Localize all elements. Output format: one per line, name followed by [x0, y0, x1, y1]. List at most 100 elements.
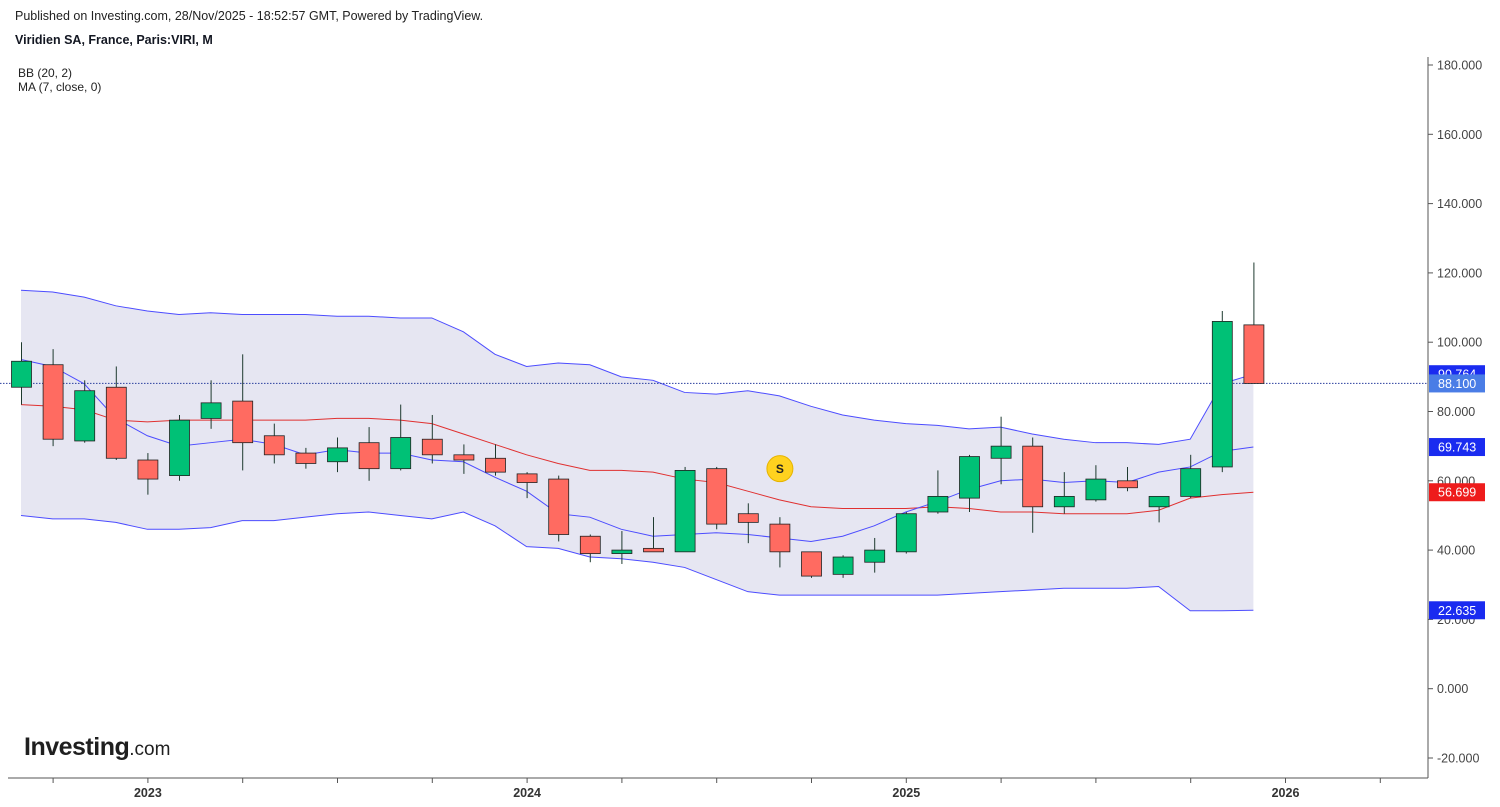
logo-text: Investing [24, 733, 130, 761]
candle[interactable] [1085, 465, 1107, 502]
price-label: 88.100 [1429, 374, 1485, 393]
bb-middle-line [20, 404, 1254, 515]
candle[interactable] [485, 444, 506, 476]
candle[interactable] [105, 366, 127, 461]
y-tick-label: 180.000 [1437, 59, 1482, 73]
candle-body-up [327, 447, 348, 463]
candle-body-up [895, 513, 917, 553]
candlesticks[interactable] [11, 262, 1265, 578]
y-tick-label: 40.000 [1437, 544, 1475, 558]
price-label: 22.635 [1429, 601, 1485, 620]
y-tick-label: 0.000 [1437, 682, 1468, 696]
candle-body-up [169, 419, 190, 477]
candle-body-down [453, 454, 475, 461]
candle-body-up [1085, 478, 1107, 501]
split-marker-circle[interactable] [766, 455, 794, 483]
candle[interactable] [295, 447, 317, 469]
candle[interactable] [453, 444, 475, 474]
candle-body-up [11, 360, 32, 388]
candle[interactable] [74, 380, 96, 443]
candle-body-down [263, 435, 285, 456]
candle[interactable] [643, 517, 664, 553]
candle[interactable] [1243, 262, 1265, 384]
candle[interactable] [706, 466, 728, 530]
candle[interactable] [137, 453, 159, 495]
x-tick-label: 2023 [134, 786, 162, 800]
y-tick-label: 100.000 [1437, 336, 1482, 350]
candle-body-down [769, 523, 791, 553]
y-tick-label: 80.000 [1437, 405, 1475, 419]
candle[interactable] [832, 555, 854, 578]
logo-suffix: .com [129, 739, 171, 760]
candle-body-down [801, 551, 822, 577]
candle-body-up [1211, 321, 1233, 468]
candle-body-up [927, 495, 949, 513]
candle-body-up [200, 402, 222, 419]
candle[interactable] [516, 472, 538, 499]
candle[interactable] [927, 470, 949, 514]
symbol-title: Viridien SA, France, Paris:VIRI, M [15, 33, 213, 47]
candle[interactable] [959, 454, 980, 512]
split-marker[interactable]: S [766, 455, 794, 483]
candle[interactable] [42, 349, 64, 447]
candle[interactable] [1211, 311, 1233, 473]
candle-body-up [990, 445, 1012, 459]
y-tick-label: 120.000 [1437, 266, 1482, 280]
candle[interactable] [864, 537, 886, 573]
ma-line [20, 359, 1254, 542]
candle-body-down [295, 452, 317, 464]
candle[interactable] [358, 427, 380, 481]
candle-body-down [706, 468, 728, 525]
price-label: 56.699 [1429, 483, 1485, 502]
bollinger-band-fill [21, 290, 1254, 611]
x-tick-label: 2026 [1272, 786, 1300, 800]
candle[interactable] [674, 466, 696, 553]
candle-body-down [579, 535, 601, 554]
candle[interactable] [263, 423, 285, 464]
candle[interactable] [579, 534, 601, 563]
candle[interactable] [548, 475, 570, 542]
x-tick-label: 2025 [892, 786, 920, 800]
candle[interactable] [390, 404, 412, 471]
price-label-text: 69.743 [1438, 441, 1476, 455]
candle[interactable] [801, 551, 822, 578]
candle[interactable] [327, 437, 348, 473]
moving-average-legend[interactable]: MA (7, close, 0) [18, 80, 102, 94]
candle-body-down [516, 473, 538, 483]
candle-body-down [421, 438, 443, 456]
candle[interactable] [737, 503, 759, 544]
candle-body-down [42, 364, 64, 440]
candle[interactable] [232, 354, 254, 471]
x-tick-label: 2024 [513, 786, 541, 800]
candle-body-down [643, 547, 664, 553]
bollinger-band-lines [20, 289, 1254, 612]
candle-body-down [232, 400, 254, 444]
price-label-bg [1429, 601, 1485, 620]
price-label-bg [1429, 438, 1485, 457]
candle-body-down [358, 442, 380, 470]
candle-body-down [737, 513, 759, 523]
price-label-text: 22.635 [1438, 604, 1476, 618]
candle[interactable] [11, 342, 32, 405]
candle[interactable] [1148, 495, 1170, 523]
bollinger-bands-legend[interactable]: BB (20, 2) [18, 66, 73, 80]
price-label-text: 88.100 [1438, 377, 1476, 391]
candle[interactable] [169, 414, 190, 481]
split-marker-label: S [776, 462, 784, 476]
candle[interactable] [200, 380, 222, 429]
candle[interactable] [990, 416, 1012, 485]
candle[interactable] [1117, 466, 1138, 492]
candle-body-down [1022, 445, 1044, 508]
candle[interactable] [895, 511, 917, 554]
candle[interactable] [1022, 437, 1044, 533]
candle[interactable] [1053, 472, 1075, 514]
candle-body-up [864, 549, 886, 563]
candle[interactable] [611, 531, 633, 564]
candle[interactable] [421, 414, 443, 464]
candle-body-up [674, 470, 696, 553]
candle-body-down [485, 457, 506, 473]
candle[interactable] [769, 517, 791, 568]
candle[interactable] [1180, 454, 1202, 499]
candle-body-up [74, 390, 96, 442]
